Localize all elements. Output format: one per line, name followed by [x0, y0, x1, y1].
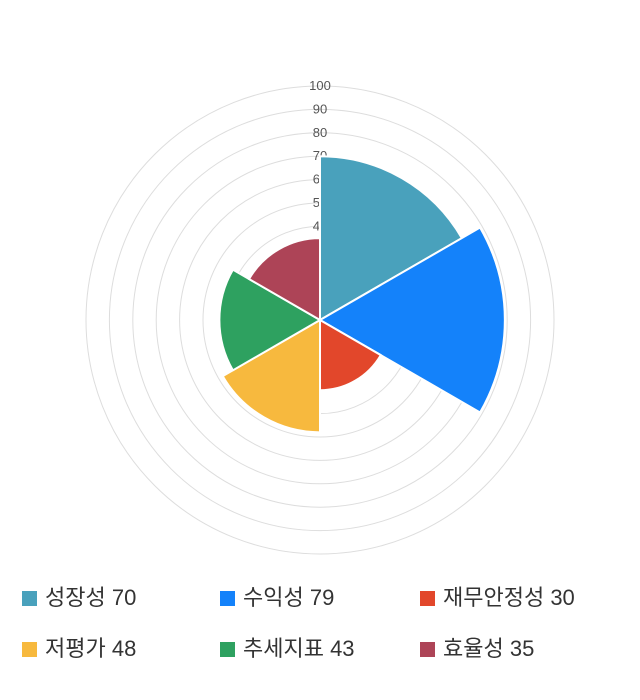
svg-text:90: 90	[313, 101, 327, 116]
svg-text:100: 100	[309, 78, 331, 93]
svg-text:80: 80	[313, 125, 327, 140]
